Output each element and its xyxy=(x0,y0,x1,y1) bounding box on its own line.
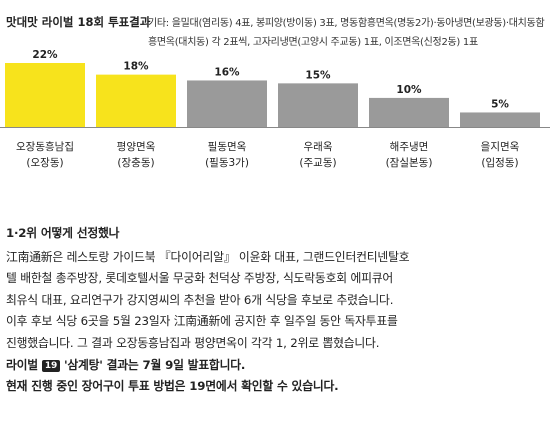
bar-value-label: 18% xyxy=(123,61,149,73)
article-line: 텔 배한철 총주방장, 롯데호텔서울 무궁화 천덕상 주방장, 식도락동호회 에… xyxy=(6,271,394,286)
rival-suffix: '삼계탕' 결과는 7월 9일 발표합니다. xyxy=(63,357,246,372)
category-label: 을지면옥 xyxy=(481,141,520,153)
chart-header-title: 맛대맛 라이벌 18회 투표결과 xyxy=(6,15,151,29)
next-rival-notice: 라이벌 19 '삼계탕' 결과는 7월 9일 발표합니다. xyxy=(6,355,546,377)
article-line: 진행했습니다. 그 결과 오장동흥남집과 평양면옥이 각각 1, 2위로 뽑혔습… xyxy=(6,335,380,350)
article-body: 1·2위 어떻게 선정했나 江南通新은 레스토랑 가이드북 『다이어리알』 이윤… xyxy=(6,223,546,398)
bar-value-label: 16% xyxy=(214,66,240,78)
bar xyxy=(5,63,85,127)
chart-other-votes-note: 기타: 을밀대(염리동) 4표, 봉피양(방이동) 3표, 명동함흥면옥(명동2… xyxy=(148,18,545,48)
bar-value-label: 10% xyxy=(396,84,422,96)
article-line: 최유식 대표, 요리연구가 강지영씨의 추천을 받아 6개 식당을 후보로 추렸… xyxy=(6,292,394,307)
category-area-label: (오장동) xyxy=(26,157,63,169)
category-label: 평양면옥 xyxy=(117,141,156,153)
category-area-label: (잠실본동) xyxy=(386,157,433,169)
category-label: 오장동흥남집 xyxy=(16,140,74,153)
category-label: 우래옥 xyxy=(304,141,333,153)
category-area-label: (장충동) xyxy=(117,157,154,169)
bar xyxy=(369,97,449,127)
bar xyxy=(278,83,358,127)
rival-prefix: 라이벌 xyxy=(6,357,38,372)
article-subtitle: 1·2위 어떻게 선정했나 xyxy=(6,226,120,240)
category-area-label: (필동3가) xyxy=(205,157,249,169)
bar-value-label: 22% xyxy=(32,49,58,61)
article-line: 이후 후보 식당 6곳을 5월 23일자 江南通新에 공지한 후 일주일 동안 … xyxy=(6,314,398,329)
vote-result-bar-chart: 22% 오장동흥남집 (오장동) 18% 평양면옥 (장충동) 16% 필동면옥 (필동3가) 1… xyxy=(0,49,550,169)
closing-notice: 현재 진행 중인 장어구이 투표 방법은 19면에서 확인할 수 있습니다. xyxy=(6,379,339,394)
bar-value-label: 5% xyxy=(491,98,509,110)
category-label: 해주냉면 xyxy=(390,140,429,153)
rival-number-badge: 19 xyxy=(41,359,61,372)
category-area-label: (주교동) xyxy=(299,157,336,169)
bar xyxy=(187,80,267,127)
bar xyxy=(96,74,176,127)
article-line: 江南通新은 레스토랑 가이드북 『다이어리알』 이윤화 대표, 그랜드인터컨티넨… xyxy=(6,249,410,264)
category-label: 필동면옥 xyxy=(208,141,247,153)
category-area-label: (입정동) xyxy=(481,156,518,169)
bar xyxy=(460,112,540,127)
bar-value-label: 15% xyxy=(305,69,331,81)
